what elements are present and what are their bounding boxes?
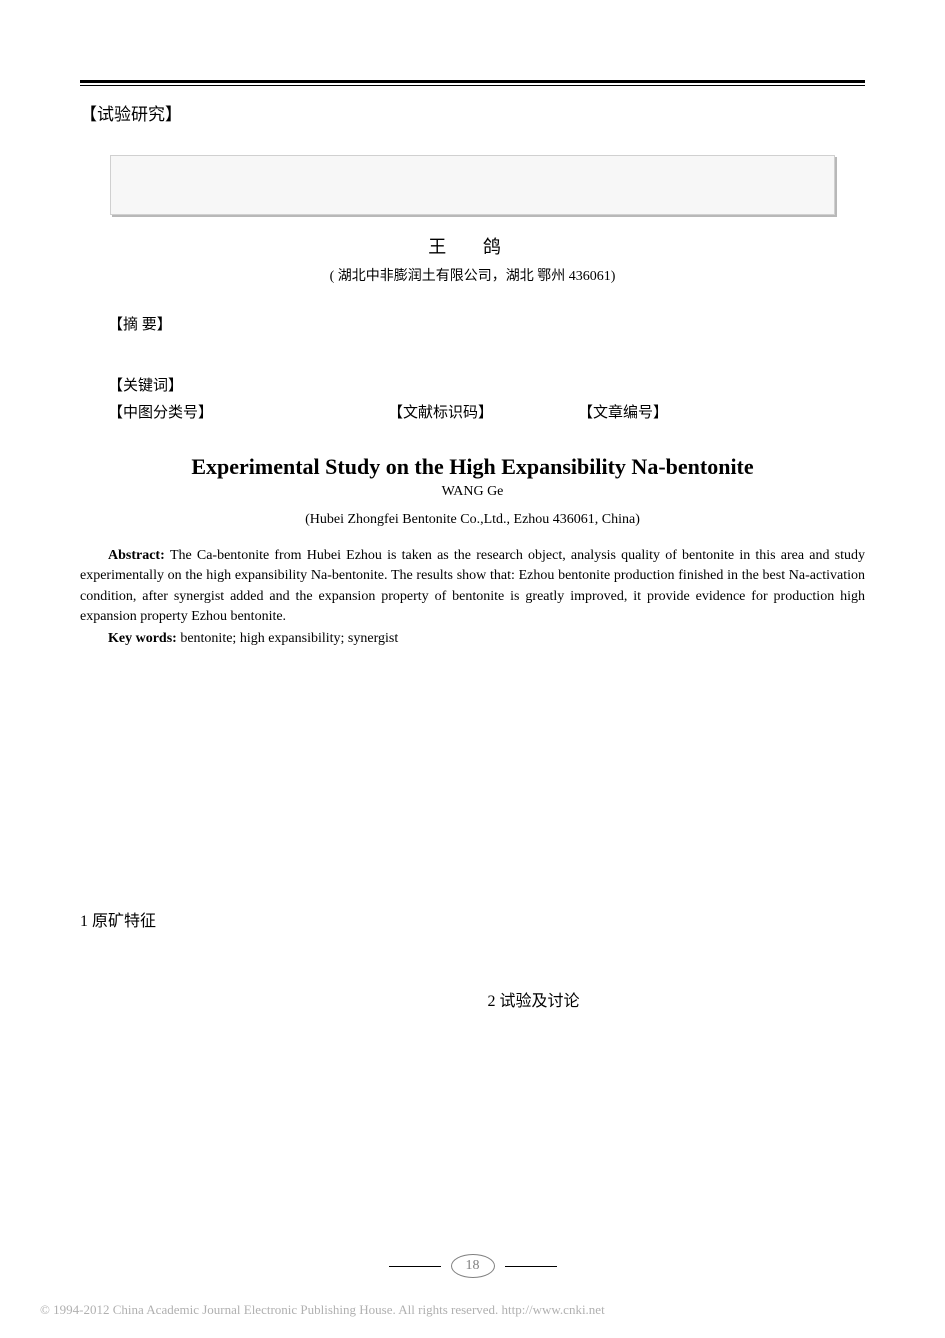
body-columns: 1 原矿特征 2 试验及讨论 xyxy=(80,907,865,1011)
author-en: WANG Ge xyxy=(80,484,865,500)
affiliation-en: (Hubei Zhongfei Bentonite Co.,Ltd., Ezho… xyxy=(80,512,865,528)
page: 【试验研究】 王 鸽 ( 湖北中非膨润土有限公司，湖北 鄂州 436061) 【… xyxy=(0,0,945,1338)
column-left: 1 原矿特征 xyxy=(80,907,458,1011)
heading-2: 2 试验及讨论 xyxy=(488,987,866,1011)
title-box xyxy=(110,155,835,215)
page-number-value: 18 xyxy=(451,1254,495,1278)
keywords-en-text: bentonite; high expansibility; synergist xyxy=(180,631,398,646)
section-tag: 【试验研究】 xyxy=(80,100,865,125)
abstract-en-text: The Ca-bentonite from Hubei Ezhou is tak… xyxy=(80,548,865,624)
page-number: 18 xyxy=(0,1254,945,1279)
classification-row: 【中图分类号】 【文献标识码】 【文章编号】 xyxy=(108,401,865,422)
keywords-en-label: Key words: xyxy=(108,631,180,646)
doc-code-label: 【文献标识码】 xyxy=(388,401,578,422)
title-en: Experimental Study on the High Expansibi… xyxy=(80,454,865,480)
page-number-rule-right xyxy=(505,1266,557,1267)
author-cn: 王 鸽 xyxy=(80,233,865,259)
affiliation-cn: ( 湖北中非膨润土有限公司，湖北 鄂州 436061) xyxy=(80,265,865,285)
top-rule xyxy=(80,80,865,86)
keywords-en: Key words: bentonite; high expansibility… xyxy=(80,631,865,647)
keywords-label-cn: 【关键词】 xyxy=(108,374,865,395)
page-number-rule-left xyxy=(389,1266,441,1267)
abstract-en: Abstract: The Ca-bentonite from Hubei Ez… xyxy=(80,546,865,627)
abstract-label-cn: 【摘 要】 xyxy=(108,313,865,334)
article-id-label: 【文章编号】 xyxy=(578,401,668,422)
footer-copyright: © 1994-2012 China Academic Journal Elect… xyxy=(40,1302,605,1318)
clc-label: 【中图分类号】 xyxy=(108,401,388,422)
abstract-en-label: Abstract: xyxy=(108,548,170,563)
heading-1: 1 原矿特征 xyxy=(80,907,458,931)
column-right: 2 试验及讨论 xyxy=(488,907,866,1011)
